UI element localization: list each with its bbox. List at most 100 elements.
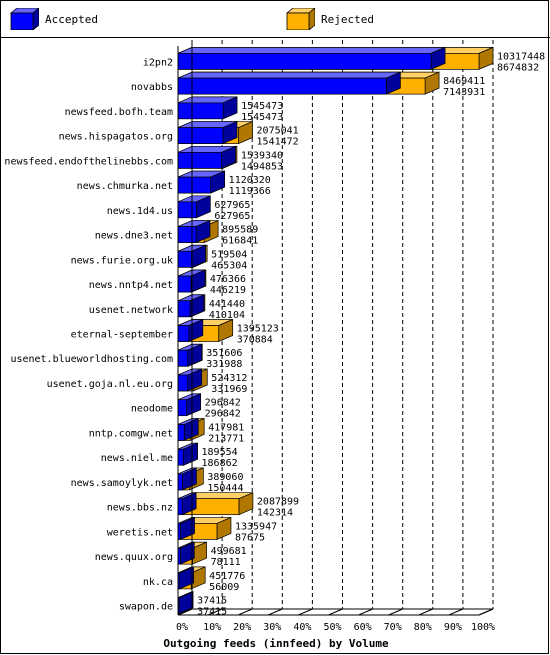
legend-label-accepted: Accepted [45, 12, 98, 26]
category-label: news.chmurka.net [77, 181, 173, 192]
x-tick-label: 10% [203, 622, 221, 633]
category-label: news.hispagatos.org [59, 132, 173, 143]
x-tick-label: 100% [471, 622, 495, 633]
category-label: news.niel.me [101, 453, 173, 464]
x-tick-label: 20% [233, 622, 251, 633]
category-label: usenet.network [89, 305, 173, 316]
bar-accepted [177, 393, 202, 417]
value-label-bottom: 465304 [211, 260, 247, 271]
bar-accepted [177, 343, 203, 367]
bar-chart: 0% 10% 20% 30% 40% 50% 60% 70% 80% 90% 100% i2pn2 10… [4, 40, 545, 650]
category-label: newsfeed.bofh.team [65, 107, 173, 118]
value-label-top: 895589 [222, 225, 258, 236]
value-label-top: 189554 [202, 447, 238, 458]
value-label-bottom: 1119366 [229, 186, 271, 197]
value-label-top: 37415 [197, 596, 227, 607]
value-label-top: 499681 [211, 546, 247, 557]
bar-accepted [177, 442, 198, 466]
value-label-bottom: 627965 [214, 211, 250, 222]
value-label-top: 476366 [210, 274, 246, 285]
bar-accepted [177, 492, 197, 516]
value-label-bottom: 331969 [211, 384, 247, 395]
x-tick [358, 608, 373, 616]
category-label: nk.ca [143, 577, 173, 588]
x-tick-label: 0% [176, 622, 188, 633]
value-label-bottom: 331988 [206, 359, 242, 370]
value-label-top: 627965 [214, 200, 250, 211]
value-label-bottom: 410104 [209, 310, 245, 321]
x-tick [238, 608, 253, 616]
category-label: weretis.net [107, 527, 173, 538]
category-label: news.bbs.nz [107, 503, 173, 514]
x-tick [328, 608, 343, 616]
bar-accepted [177, 591, 194, 615]
x-tick-label: 40% [293, 622, 311, 633]
legend-item-accepted: Accepted [9, 8, 98, 30]
legend-item-rejected: Rejected [285, 8, 374, 30]
bar-accepted [177, 516, 195, 540]
axes: 0% 10% 20% 30% 40% 50% 60% 70% 80% 90% 100% i2pn2 10… [4, 40, 545, 633]
value-label-bottom: 370884 [237, 335, 273, 346]
bar-accepted [177, 71, 401, 95]
legend-label-rejected: Rejected [321, 12, 374, 26]
category-label: swapon.de [119, 602, 173, 613]
x-tick [478, 608, 494, 616]
bar-accepted [177, 46, 446, 70]
value-label-top: 1120320 [229, 175, 271, 186]
category-label: news.furie.org.uk [71, 255, 173, 266]
value-label-top: 1335947 [235, 521, 277, 532]
bar-accepted [177, 368, 203, 392]
x-tick [207, 608, 223, 616]
category-label: neodome [131, 404, 173, 415]
value-label-bottom: 37415 [197, 607, 227, 618]
value-label-bottom: 1494853 [241, 161, 283, 172]
value-label-top: 417981 [208, 422, 244, 433]
category-label: news.nntp4.net [89, 280, 173, 291]
value-label-bottom: 186862 [202, 458, 238, 469]
x-tick-label: 50% [323, 622, 341, 633]
value-label-top: 524312 [211, 373, 247, 384]
value-label-top: 389060 [207, 472, 243, 483]
category-label: nntp.comgw.net [89, 428, 173, 439]
bar-accepted [177, 170, 226, 194]
category-label: news.quux.org [95, 552, 173, 563]
value-label-top: 1539340 [241, 150, 283, 161]
value-label-top: 296842 [205, 398, 241, 409]
x-tick [448, 608, 464, 616]
x-tick [268, 608, 283, 616]
legend: Accepted Rejected [1, 1, 550, 38]
value-label-bottom: 8674832 [497, 62, 539, 73]
value-label-bottom: 446219 [210, 285, 246, 296]
value-label-top: 351606 [206, 348, 242, 359]
value-label-bottom: 296842 [205, 409, 241, 420]
bar-accepted [177, 121, 238, 145]
value-label-bottom: 616841 [222, 236, 258, 247]
value-label-top: 1395123 [237, 324, 279, 335]
value-label-bottom: 87675 [235, 532, 265, 543]
x-tick-label: 70% [384, 622, 402, 633]
value-label-bottom: 213771 [208, 433, 244, 444]
bar-accepted [177, 566, 194, 590]
x-tick [298, 608, 313, 616]
value-label-top: 2087899 [257, 497, 299, 508]
value-label-bottom: 56009 [209, 582, 239, 593]
value-label-top: 519504 [211, 249, 247, 260]
value-label-top: 10317448 [497, 51, 545, 62]
category-label: usenet.goja.nl.eu.org [47, 379, 173, 390]
bar-accepted [177, 541, 195, 565]
bar-accepted [177, 145, 236, 169]
value-label-bottom: 150444 [207, 483, 243, 494]
value-label-top: 441440 [209, 299, 245, 310]
x-tick-label: 80% [414, 622, 432, 633]
category-label: news.samoylyk.net [71, 478, 173, 489]
value-label-top: 2075041 [257, 126, 299, 137]
value-label-bottom: 7143931 [443, 87, 485, 98]
category-label: eternal-september [71, 330, 173, 341]
x-tick [177, 608, 193, 616]
bar-accepted [177, 96, 238, 120]
chart-title: Outgoing feeds (innfeed) by Volume [163, 637, 389, 650]
bar-accepted [177, 220, 211, 244]
bars [177, 46, 494, 615]
bar-accepted [177, 269, 206, 293]
